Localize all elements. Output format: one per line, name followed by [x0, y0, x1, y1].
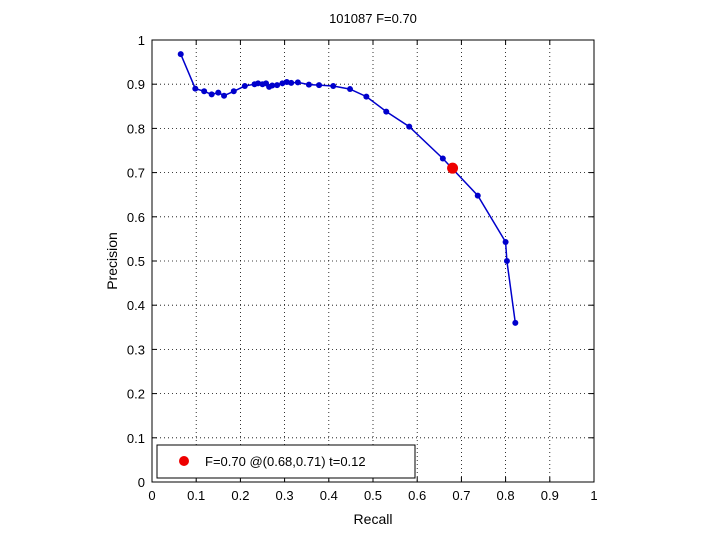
pr-curve-point: [347, 86, 354, 93]
x-tick-label: 0.6: [408, 488, 426, 503]
x-tick-label: 0.4: [320, 488, 338, 503]
pr-curve-point: [406, 123, 413, 130]
pr-curve-point: [269, 82, 276, 89]
x-tick-label: 0.9: [541, 488, 559, 503]
y-tick-label: 0.7: [127, 166, 145, 181]
grid: [152, 40, 594, 482]
pr-curve-point: [221, 92, 228, 99]
pr-curve-point: [215, 89, 222, 96]
legend-marker: [179, 456, 189, 466]
x-tick-label: 0.2: [231, 488, 249, 503]
legend-box: [156, 444, 416, 479]
pr-curve-point: [177, 51, 184, 58]
y-tick-label: 0.1: [127, 431, 145, 446]
pr-curve-point: [502, 238, 509, 245]
pr-curve-point: [208, 91, 215, 98]
x-tick-label: 0.5: [364, 488, 382, 503]
pr-curve-point: [330, 82, 337, 89]
y-tick-label: 0.8: [127, 121, 145, 136]
x-axis-label: Recall: [354, 511, 393, 527]
pr-curve-point: [241, 82, 248, 89]
y-tick-labels: 0 0.1 0.2 0.3 0.4 0.5 0.6 0.7 0.8 0.9 1: [127, 33, 145, 490]
pr-curve-point: [316, 82, 323, 89]
x-tick-label: 1: [590, 488, 597, 503]
pr-curve-point: [192, 85, 199, 92]
pr-curve-point: [230, 88, 237, 95]
pr-curve-point: [474, 192, 481, 199]
pr-curve-point: [363, 93, 370, 100]
pr-curve-point: [201, 88, 208, 95]
pr-curve-point: [383, 108, 390, 115]
legend-label: F=0.70 @(0.68,0.71) t=0.12: [205, 454, 366, 469]
x-tick-label: 0.3: [276, 488, 294, 503]
axes-frame: [151, 39, 595, 483]
y-tick-label: 0.2: [127, 387, 145, 402]
pr-curve-point: [503, 258, 510, 264]
pr-curve-point: [512, 319, 519, 326]
y-tick-label: 0.3: [127, 342, 145, 357]
y-axis-label: Precision: [104, 232, 120, 290]
y-tick-label: 0.6: [127, 210, 145, 225]
x-tick-label: 0.1: [187, 488, 205, 503]
legend: F=0.70 @(0.68,0.71) t=0.12: [156, 444, 416, 479]
series: [177, 51, 519, 326]
y-tick-label: 0: [138, 475, 145, 490]
best-point-group: [447, 162, 459, 174]
y-tick-label: 0.4: [127, 298, 145, 313]
x-tick-label: 0: [148, 488, 155, 503]
best-f-point: [447, 162, 459, 174]
y-tick-label: 0.5: [127, 254, 145, 269]
pr-curve-point: [439, 155, 446, 162]
x-tick-labels: 0 0.1 0.2 0.3 0.4 0.5 0.6 0.7 0.8 0.9 1: [148, 488, 597, 503]
pr-curve-point: [274, 82, 281, 89]
chart-title: 101087 F=0.70: [329, 11, 417, 26]
pr-curve-point: [288, 79, 295, 86]
x-tick-label: 0.7: [452, 488, 470, 503]
pr-curve-point: [294, 79, 301, 86]
x-tick-label: 0.8: [497, 488, 515, 503]
y-tick-label: 0.9: [127, 77, 145, 92]
y-tick-label: 1: [138, 33, 145, 48]
pr-curve-point: [305, 81, 312, 88]
